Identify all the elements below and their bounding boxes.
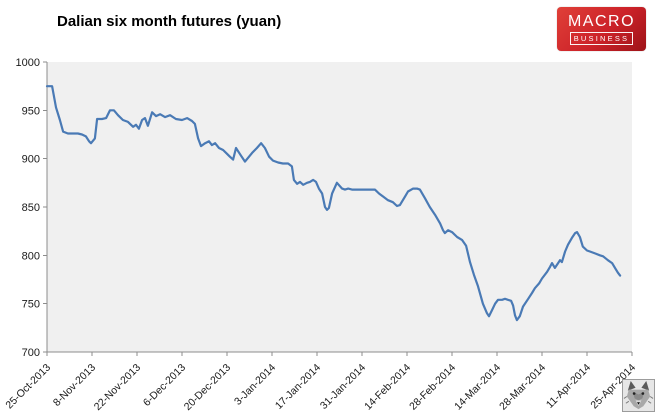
- x-tick-label: 28-Mar-2014: [497, 362, 548, 413]
- x-tick-label: 28-Feb-2014: [407, 362, 458, 413]
- y-tick-label: 750: [22, 299, 40, 311]
- x-tick-label: 11-Apr-2014: [544, 362, 593, 411]
- x-tick-label: 3-Jan-2014: [232, 362, 278, 408]
- y-tick-label: 950: [22, 105, 40, 117]
- y-tick-label: 800: [22, 250, 40, 262]
- x-tick-label: 31-Jan-2014: [318, 362, 368, 412]
- y-tick-label: 850: [22, 202, 40, 214]
- y-tick-label: 900: [22, 154, 40, 166]
- x-tick-label: 14-Feb-2014: [362, 362, 413, 413]
- x-tick-label: 17-Jan-2014: [273, 362, 323, 412]
- logo-text-business: BUSINESS: [569, 31, 634, 45]
- wolf-watermark-icon: [622, 379, 655, 412]
- y-tick-label: 1000: [16, 57, 40, 69]
- x-tick-label: 25-Oct-2013: [3, 362, 53, 412]
- x-tick-label: 14-Mar-2014: [452, 362, 503, 413]
- x-tick-label: 22-Nov-2013: [92, 362, 144, 414]
- y-tick-label: 700: [22, 347, 40, 359]
- macrobusiness-logo: MACRO BUSINESS: [557, 7, 646, 51]
- logo-text-macro: MACRO: [567, 12, 636, 30]
- x-tick-label: 20-Dec-2013: [182, 362, 234, 414]
- chart-title: Dalian six month futures (yuan): [57, 13, 282, 30]
- x-tick-label: 6-Dec-2013: [141, 362, 188, 409]
- x-tick-label: 8-Nov-2013: [51, 362, 98, 409]
- futures-price-line: [45, 85, 622, 322]
